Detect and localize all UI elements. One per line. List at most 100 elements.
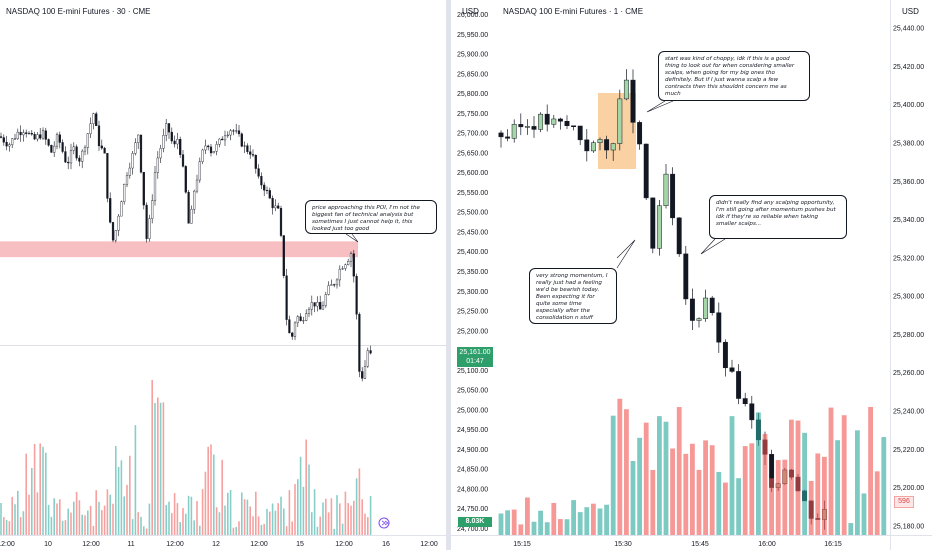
volume-bar <box>283 508 285 535</box>
volume-bar <box>190 496 193 535</box>
time-axis-divider <box>0 535 932 536</box>
scroll-to-end-icon <box>378 517 390 529</box>
volume-bar <box>31 468 33 535</box>
right-time-canvas: 15:15 15:30 15:45 16:00 16:15 <box>513 541 842 548</box>
volume-bar <box>81 514 83 535</box>
candle-body <box>333 284 336 286</box>
volume-bar <box>137 512 139 535</box>
volume-bar <box>238 521 240 535</box>
candle-body <box>215 144 218 152</box>
left-y-tick-label: 24,800.00 <box>457 486 488 493</box>
candle-body <box>597 139 603 143</box>
candle-body <box>44 130 47 140</box>
volume-bar <box>696 469 702 535</box>
volume-bar <box>224 505 226 535</box>
right-y-tick-label: 25,340.00 <box>893 217 924 224</box>
left-y-tick-label: 24,750.00 <box>457 506 488 513</box>
volume-bar <box>28 494 30 535</box>
candle-body <box>749 403 755 421</box>
volume-bar <box>266 508 268 535</box>
note-pointer <box>616 239 636 269</box>
candle-body <box>363 366 367 379</box>
volume-bar <box>145 528 148 535</box>
candle-body <box>223 135 227 141</box>
candle-body <box>246 145 249 152</box>
right-annotation-note-3[interactable]: very strong momentum, I really just had … <box>529 268 617 324</box>
volume-bar <box>617 398 623 535</box>
candle-body <box>630 79 636 123</box>
volume-bar <box>199 525 201 535</box>
right-time-axis[interactable]: 15:15 15:30 15:45 16:00 16:15 <box>497 536 890 550</box>
candle-body <box>58 134 61 143</box>
left-y-tick-label: 25,250.00 <box>457 309 488 316</box>
volume-bar <box>36 492 39 535</box>
volume-bar <box>232 527 235 535</box>
volume-bar <box>106 489 109 535</box>
volume-bar <box>650 470 656 535</box>
volume-bar <box>841 415 847 535</box>
left-y-tick-label: 25,450.00 <box>457 229 488 236</box>
right-chart-canvas[interactable] <box>497 0 890 550</box>
volume-bar <box>299 456 302 535</box>
right-volume-box: 596 <box>894 496 914 508</box>
candle-body <box>355 275 358 315</box>
candle-body <box>531 126 537 130</box>
volume-bar <box>610 415 616 535</box>
candle-body <box>209 146 213 154</box>
right-currency-label[interactable]: USD <box>902 7 919 16</box>
candle-body <box>584 139 590 152</box>
candle-body <box>117 215 120 231</box>
left-chart-pane[interactable]: NASDAQ 100 E-mini Futures · 30 · CME USD… <box>0 0 446 550</box>
right-annotation-note-2[interactable]: didn't really find any scalping opportun… <box>709 195 847 239</box>
left-price-axis[interactable]: 26,000.00 25,950.00 25,900.00 25,850.00 25,8… <box>455 0 495 535</box>
candle-body <box>307 309 311 314</box>
volume-bar <box>544 522 550 535</box>
left-annotation-note[interactable]: price approaching this POI, I'm not the … <box>305 200 437 234</box>
volume-bar <box>92 525 95 535</box>
volume-bar <box>339 503 341 535</box>
right-annotation-note-1[interactable]: start was kind of choppy, idk if this is… <box>658 51 810 101</box>
volume-bar <box>637 437 642 535</box>
volume-bar <box>355 478 358 535</box>
left-currency-label-text[interactable]: USD <box>462 7 479 16</box>
volume-bar <box>358 468 361 535</box>
candle-body <box>335 279 339 286</box>
pane-divider[interactable] <box>446 0 451 550</box>
left-x-tick-label: 12:00 <box>0 541 15 548</box>
left-time-axis[interactable]: 12:00 10 12:00 11 12:00 12 12:00 15 12:00 16 12:00 <box>0 536 446 550</box>
left-x-tick-label: 12:00 <box>166 541 184 548</box>
volume-bar <box>308 464 310 535</box>
volume-bar <box>129 455 131 535</box>
candle-body <box>61 142 64 152</box>
candle-body <box>524 126 530 128</box>
candle-body <box>114 230 117 241</box>
volume-bar <box>185 513 187 535</box>
volume-bar <box>179 522 181 535</box>
right-y-tick-label: 25,420.00 <box>893 64 924 71</box>
candle-body <box>511 124 517 139</box>
candle-body <box>366 350 369 367</box>
candle-body <box>92 113 95 124</box>
volume-bar <box>120 460 123 535</box>
volume-bar <box>604 504 609 535</box>
volume-bar <box>285 526 288 535</box>
candle-body <box>139 134 143 173</box>
left-chart-canvas[interactable] <box>0 0 446 550</box>
candle-body <box>125 175 129 185</box>
candle-body <box>69 150 73 164</box>
volume-bar <box>159 402 162 535</box>
candle-body <box>159 148 162 159</box>
candle-body <box>190 208 193 224</box>
volume-bar <box>95 490 97 535</box>
volume-bar <box>252 516 254 535</box>
right-price-axis[interactable]: 25,440.00 25,420.00 25,400.00 25,380.00 25,3… <box>891 0 932 535</box>
left-y-tick-label: 25,300.00 <box>457 289 488 296</box>
volume-bar <box>64 520 67 535</box>
candle-body <box>240 133 243 147</box>
volume-bar <box>518 524 524 535</box>
candle-body <box>198 161 201 181</box>
candle-body <box>327 285 330 295</box>
right-chart-pane[interactable]: NASDAQ 100 E-mini Futures · 1 · CME star… <box>497 0 890 550</box>
candle-body <box>268 190 271 199</box>
volume-bar <box>67 508 69 535</box>
